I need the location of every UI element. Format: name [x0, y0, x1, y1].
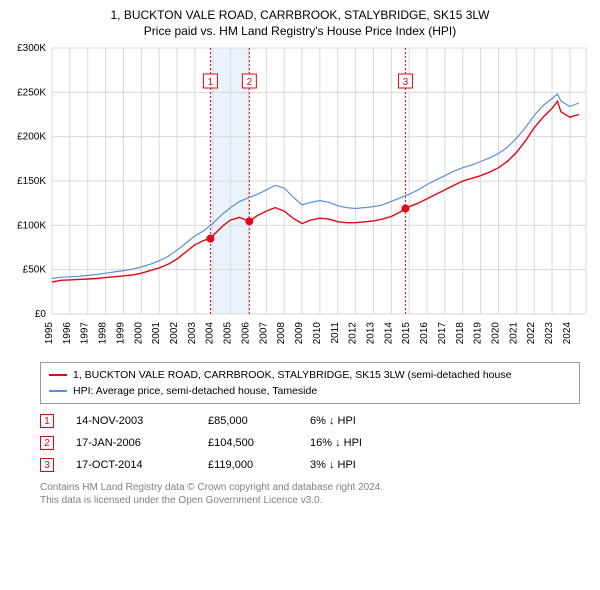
- legend-swatch: [49, 374, 67, 376]
- svg-text:£0: £0: [35, 309, 47, 320]
- event-date: 17-JAN-2006: [76, 437, 186, 449]
- page-subtitle: Price paid vs. HM Land Registry's House …: [10, 24, 590, 38]
- svg-text:2015: 2015: [401, 322, 412, 345]
- legend-item: 1, BUCKTON VALE ROAD, CARRBROOK, STALYBR…: [49, 367, 571, 383]
- event-row: 3 17-OCT-2014 £119,000 3% ↓ HPI: [40, 454, 580, 476]
- svg-text:2023: 2023: [544, 322, 555, 345]
- svg-text:2016: 2016: [419, 322, 430, 345]
- legend: 1, BUCKTON VALE ROAD, CARRBROOK, STALYBR…: [40, 362, 580, 404]
- svg-text:£200K: £200K: [17, 132, 46, 143]
- svg-text:1998: 1998: [98, 322, 109, 345]
- event-diff: 3% ↓ HPI: [310, 459, 400, 471]
- legend-swatch: [49, 390, 67, 392]
- svg-text:2020: 2020: [490, 322, 501, 345]
- svg-text:2013: 2013: [365, 322, 376, 345]
- svg-text:2003: 2003: [187, 322, 198, 345]
- event-marker: 3: [40, 458, 54, 472]
- event-diff: 6% ↓ HPI: [310, 415, 400, 427]
- svg-text:1997: 1997: [80, 322, 91, 345]
- event-row: 2 17-JAN-2006 £104,500 16% ↓ HPI: [40, 432, 580, 454]
- svg-text:2024: 2024: [562, 322, 573, 345]
- event-date: 17-OCT-2014: [76, 459, 186, 471]
- event-diff: 16% ↓ HPI: [310, 437, 400, 449]
- svg-text:1: 1: [208, 77, 214, 88]
- svg-text:2006: 2006: [240, 322, 251, 345]
- footer-line-1: Contains HM Land Registry data © Crown c…: [40, 482, 580, 495]
- svg-text:2004: 2004: [205, 322, 216, 345]
- svg-text:2: 2: [247, 77, 253, 88]
- events-table: 1 14-NOV-2003 £85,000 6% ↓ HPI 2 17-JAN-2006 £…: [40, 410, 580, 476]
- svg-text:2012: 2012: [348, 322, 359, 345]
- event-price: £119,000: [208, 459, 288, 471]
- event-price: £85,000: [208, 415, 288, 427]
- svg-text:2018: 2018: [455, 322, 466, 345]
- page-title: 1, BUCKTON VALE ROAD, CARRBROOK, STALYBR…: [10, 8, 590, 22]
- event-price: £104,500: [208, 437, 288, 449]
- price-chart: £0 £50K £100K £150K £200K £250K £300K 1995 1996 1…: [10, 44, 590, 354]
- svg-text:2014: 2014: [383, 322, 394, 345]
- svg-text:1995: 1995: [44, 322, 55, 345]
- footer: Contains HM Land Registry data © Crown c…: [40, 482, 580, 507]
- svg-text:1999: 1999: [115, 322, 126, 345]
- svg-text:2017: 2017: [437, 322, 448, 345]
- svg-text:£250K: £250K: [17, 87, 46, 98]
- svg-text:£300K: £300K: [17, 44, 46, 54]
- svg-text:1996: 1996: [62, 322, 73, 345]
- svg-text:£100K: £100K: [17, 220, 46, 231]
- event-marker: 2: [40, 436, 54, 450]
- legend-item: HPI: Average price, semi-detached house,…: [49, 383, 571, 399]
- svg-text:£50K: £50K: [23, 265, 47, 276]
- svg-text:2008: 2008: [276, 322, 287, 345]
- event-marker: 1: [40, 414, 54, 428]
- svg-text:3: 3: [403, 77, 409, 88]
- svg-text:2002: 2002: [169, 322, 180, 345]
- svg-text:2007: 2007: [258, 322, 269, 345]
- svg-text:£150K: £150K: [17, 176, 46, 187]
- svg-text:2005: 2005: [223, 322, 234, 345]
- svg-text:2010: 2010: [312, 322, 323, 345]
- event-row: 1 14-NOV-2003 £85,000 6% ↓ HPI: [40, 410, 580, 432]
- svg-text:2022: 2022: [526, 322, 537, 345]
- svg-text:2021: 2021: [508, 322, 519, 345]
- svg-text:2009: 2009: [294, 322, 305, 345]
- svg-text:2019: 2019: [473, 322, 484, 345]
- legend-label: HPI: Average price, semi-detached house,…: [73, 385, 317, 397]
- svg-text:2000: 2000: [133, 322, 144, 345]
- legend-label: 1, BUCKTON VALE ROAD, CARRBROOK, STALYBR…: [73, 369, 511, 381]
- footer-line-2: This data is licensed under the Open Gov…: [40, 495, 580, 508]
- event-date: 14-NOV-2003: [76, 415, 186, 427]
- svg-text:2011: 2011: [330, 322, 341, 344]
- svg-text:2001: 2001: [151, 322, 162, 345]
